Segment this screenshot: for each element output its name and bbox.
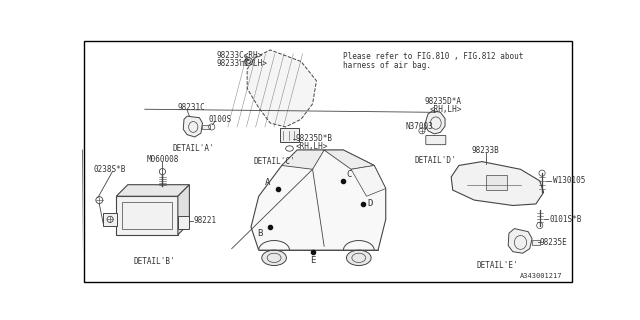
Text: B: B — [257, 229, 262, 238]
Polygon shape — [247, 50, 316, 127]
Polygon shape — [178, 185, 189, 235]
Text: Please refer to FIG.810 , FIG.812 about: Please refer to FIG.810 , FIG.812 about — [344, 52, 524, 61]
Bar — [532, 240, 540, 245]
FancyBboxPatch shape — [426, 135, 446, 145]
Text: DETAIL'C': DETAIL'C' — [253, 157, 295, 166]
Text: 98235D*A: 98235D*A — [424, 97, 461, 106]
Polygon shape — [451, 162, 543, 205]
Ellipse shape — [346, 250, 371, 266]
Text: M060008: M060008 — [147, 155, 179, 164]
Polygon shape — [425, 111, 445, 134]
Text: DETAIL'E': DETAIL'E' — [477, 261, 518, 270]
Bar — [122, 203, 172, 229]
Bar — [178, 215, 189, 229]
Text: DETAIL'D': DETAIL'D' — [415, 156, 456, 164]
Text: C: C — [347, 170, 352, 179]
Text: W130105: W130105 — [553, 176, 585, 185]
Bar — [280, 129, 299, 142]
Bar — [202, 124, 210, 129]
Polygon shape — [251, 150, 386, 250]
Text: 98233B: 98233B — [472, 146, 500, 155]
Text: E: E — [310, 256, 316, 265]
Text: 98235D*B: 98235D*B — [296, 134, 333, 143]
Text: 98231C: 98231C — [178, 103, 205, 112]
Text: harness of air bag.: harness of air bag. — [344, 61, 431, 70]
Text: 98233C<RH>: 98233C<RH> — [216, 51, 262, 60]
Text: 0238S*B: 0238S*B — [93, 165, 125, 174]
Text: 98233ŉ1<LH>: 98233ŉ1<LH> — [216, 59, 268, 68]
Text: DETAIL'B': DETAIL'B' — [134, 257, 175, 266]
Text: 0101S*B: 0101S*B — [550, 215, 582, 224]
Polygon shape — [183, 116, 202, 137]
Text: <RH,LH>: <RH,LH> — [296, 142, 328, 151]
Text: 98235E: 98235E — [540, 238, 568, 247]
Text: 98221: 98221 — [193, 216, 216, 225]
Polygon shape — [324, 150, 374, 169]
Bar — [103, 213, 117, 226]
Polygon shape — [116, 185, 189, 196]
Text: N37003: N37003 — [405, 123, 433, 132]
Text: A343001217: A343001217 — [520, 273, 563, 279]
Text: 0100S: 0100S — [209, 115, 232, 124]
Circle shape — [245, 58, 253, 65]
Text: <RH,LH>: <RH,LH> — [429, 105, 462, 114]
Bar — [486, 175, 508, 190]
Bar — [116, 196, 178, 235]
Polygon shape — [508, 228, 532, 253]
Ellipse shape — [262, 250, 287, 266]
Polygon shape — [351, 165, 386, 196]
Polygon shape — [282, 150, 324, 169]
Text: D: D — [367, 199, 373, 208]
Text: A: A — [264, 178, 270, 187]
Text: DETAIL'A': DETAIL'A' — [172, 144, 214, 153]
